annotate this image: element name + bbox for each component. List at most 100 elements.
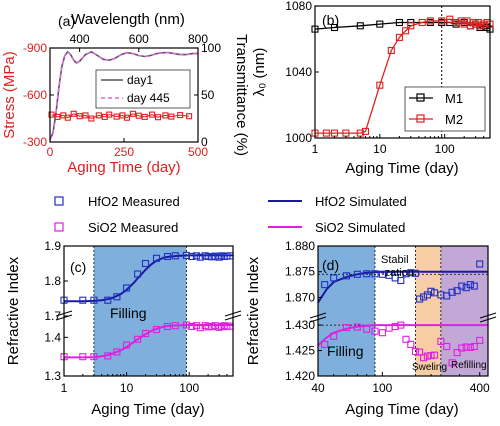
legend-sio2-simulated-label: SiO2 Simulated <box>315 220 405 235</box>
panel-b-legend: M1 M2 <box>404 86 486 132</box>
x-tick-label: 400 <box>470 381 490 395</box>
sio2-measured-point <box>90 353 98 361</box>
panel-a-x2label: Wavelength (nm) <box>71 11 185 28</box>
sio2-measured-point <box>458 344 466 352</box>
sio2-measured-point <box>196 324 204 332</box>
legend-sio2-measured-label: SiO2 Measured <box>88 220 178 235</box>
hfo2-measured-point <box>453 287 461 295</box>
x-tick-label: 100 <box>435 142 455 156</box>
x-tick-label: 100 <box>372 381 392 395</box>
y-tick-label: 1.875 <box>285 265 315 279</box>
sio2-measured-point <box>163 322 172 331</box>
hfo2-measured-point <box>196 253 204 261</box>
sio2-measured-point <box>470 342 478 351</box>
series-M2-point <box>361 127 370 135</box>
y2-tick-label: 100 <box>201 41 221 55</box>
y-tick-label: 1.3 <box>44 369 61 383</box>
x2-tick-label: 400 <box>70 32 90 46</box>
hfo2-measured-point <box>363 270 371 278</box>
sio2-measured-point <box>330 332 338 340</box>
y-tick-label: 1.870 <box>285 290 315 304</box>
sio2-measured-point <box>437 337 445 345</box>
y2-tick-label: 50 <box>201 88 215 102</box>
x-tick-label: 10 <box>373 142 387 156</box>
legend-hfo2-measured-marker <box>54 196 64 206</box>
panel-d-yticks: 1.870 1.875 1.880 1.420 1.425 1.430 <box>285 239 322 383</box>
hfo2-measured-point <box>188 252 196 261</box>
hfo2-measured-point <box>416 295 424 303</box>
day445-line <box>49 50 198 141</box>
sio2-measured-point <box>397 321 405 329</box>
sio2-simulated-line <box>317 324 488 347</box>
panel-c-axis-break <box>55 310 242 321</box>
panel-a: (a) Wavelength (nm) 400 600 800 0 250 500 -3… <box>1 11 250 176</box>
stress-point <box>76 113 83 120</box>
sio2-measured-point <box>188 322 196 331</box>
sio2-measured-point <box>123 341 131 349</box>
sio2-measured-point <box>416 348 424 356</box>
series-M1-point <box>356 22 364 30</box>
x-tick-label: 100 <box>179 381 199 395</box>
legend-day1-label: day1 <box>127 73 153 87</box>
sio2-measured-point <box>171 322 179 330</box>
sio2-measured-point <box>407 340 415 348</box>
panel-b-yticks: 1000 1040 1080 <box>285 0 319 145</box>
panel-a-xlabel: Aging Time (day) <box>67 159 180 176</box>
sio2-measured-point <box>423 352 431 360</box>
sio2-measured-point <box>453 349 461 357</box>
x-tick-label: 10 <box>120 381 134 395</box>
panel-c-tag: (c) <box>70 259 86 275</box>
stress-point <box>64 114 71 121</box>
x-tick-label: 40 <box>311 381 325 395</box>
hfo2-measured-point <box>378 270 386 278</box>
x-tick-label: 1 <box>312 142 319 156</box>
panel-d-ylabel: Refractive Index <box>245 256 262 365</box>
series-M1-point <box>395 18 403 27</box>
panel-c-xlabel: Aging Time (day) <box>91 401 204 418</box>
stress-point <box>113 113 120 120</box>
hfo2-measured-point <box>163 252 172 261</box>
panel-b-ylabel: λ₀ (nm) <box>251 48 268 97</box>
sio2-measured-point <box>466 343 474 352</box>
stress-point <box>177 112 184 119</box>
hfo2-measured-point <box>218 252 226 260</box>
hfo2-measured-point <box>171 252 179 260</box>
series-M2-point <box>452 18 460 27</box>
panel-c-traces <box>60 251 234 361</box>
panel-a-y2label: Transmittance (%) <box>233 34 250 156</box>
panel-d-axis-break <box>309 312 497 323</box>
sio2-measured-point <box>192 322 200 330</box>
stress-point <box>106 111 113 118</box>
y-tick-label: 1.4 <box>44 330 61 344</box>
panel-d-sweling-label: Sweling <box>412 362 447 373</box>
legend-day445-label: day 445 <box>127 91 170 105</box>
hfo2-measured-point <box>123 284 131 292</box>
series-M2-point <box>402 27 410 35</box>
sio2-simulated-line <box>64 324 233 359</box>
sio2-measured-point <box>402 335 410 343</box>
stress-point <box>154 114 162 121</box>
hfo2-measured-point <box>204 252 212 261</box>
hfo2-measured-point <box>402 270 410 278</box>
stress-point <box>82 112 89 119</box>
stress-point <box>95 112 102 119</box>
series-M1-point <box>330 23 339 32</box>
series-M2-point <box>395 33 403 41</box>
x-tick-label: 0 <box>47 145 54 159</box>
y-tick-label: -900 <box>23 41 47 55</box>
hfo2-measured-point <box>420 293 428 301</box>
stress-point <box>186 113 193 120</box>
hfo2-measured-point <box>141 259 150 268</box>
x-tick-label: 250 <box>114 145 134 159</box>
legend-sio2-measured-marker <box>54 222 64 232</box>
sio2-measured-point <box>476 336 484 344</box>
panel-d-stabilization-label-2: -zation <box>381 267 414 279</box>
hfo2-measured-point <box>134 270 142 278</box>
hfo2-measured-point <box>476 260 484 268</box>
sio2-measured-point <box>430 351 439 359</box>
hfo2-measured-point <box>330 274 338 282</box>
panel-a-legend: day1 day 445 <box>95 69 191 109</box>
hfo2-measured-point <box>113 293 121 301</box>
hfo2-measured-point <box>192 252 200 260</box>
